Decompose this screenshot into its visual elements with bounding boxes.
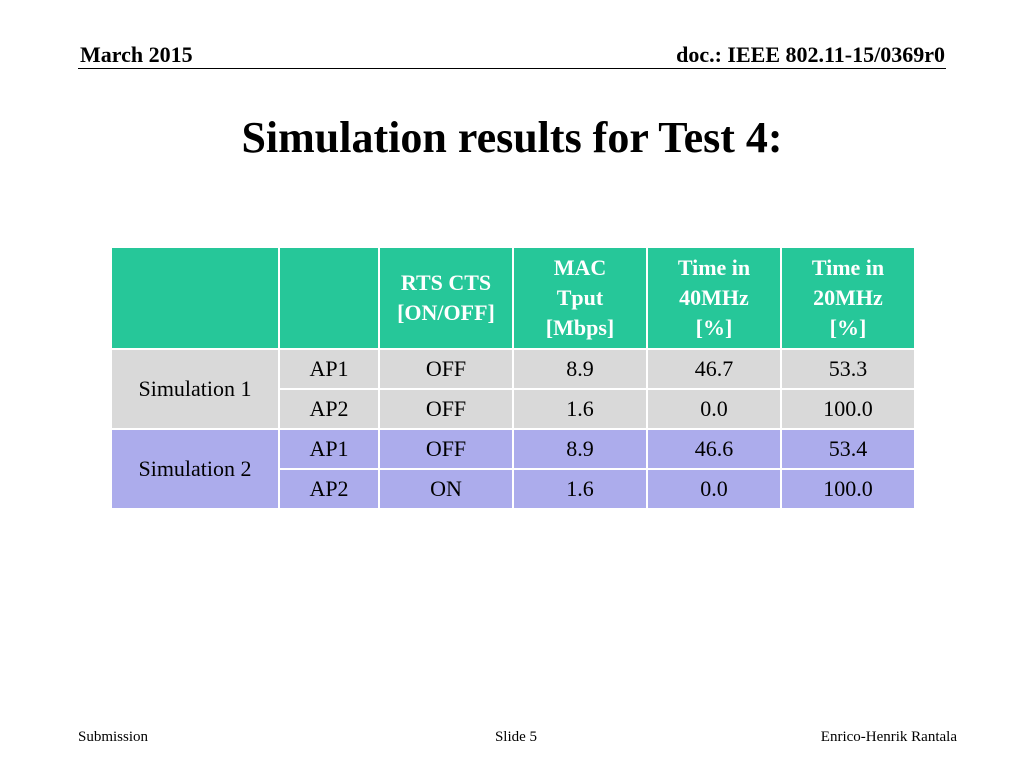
header-divider — [78, 68, 946, 69]
header-cell-time-20mhz: Time in 20MHz [%] — [780, 246, 916, 350]
time-20mhz-cell: 53.4 — [780, 428, 916, 470]
time-40mhz-cell: 46.6 — [646, 428, 782, 470]
rts-cts-cell: OFF — [378, 348, 514, 390]
results-table: RTS CTS [ON/OFF] MAC Tput [Mbps] Time in 40M… — [110, 246, 916, 510]
mac-tput-cell: 1.6 — [512, 468, 648, 510]
time-20mhz-cell: 53.3 — [780, 348, 916, 390]
ap-cell: AP1 — [278, 348, 380, 390]
header-cell-time-40mhz: Time in 40MHz [%] — [646, 246, 782, 350]
mac-tput-cell: 8.9 — [512, 348, 648, 390]
header-date: March 2015 — [80, 42, 193, 67]
header-cell-ap — [278, 246, 380, 350]
header-cell-simulation — [110, 246, 280, 350]
rts-cts-cell: OFF — [378, 388, 514, 430]
time-40mhz-cell: 0.0 — [646, 468, 782, 510]
footer-author: Enrico-Henrik Rantala — [820, 729, 957, 745]
time-20mhz-cell: 100.0 — [780, 468, 916, 510]
table-row: AP2 ON 1.6 0.0 100.0 — [111, 468, 916, 510]
time-40mhz-cell: 46.7 — [646, 348, 782, 390]
rts-cts-cell: ON — [378, 468, 514, 510]
time-20mhz-cell: 100.0 — [780, 388, 916, 430]
header-doc-id: doc.: IEEE 802.11-15/0369r0 — [676, 42, 945, 67]
footer-submission: Submission — [78, 729, 149, 745]
simulation-label: Simulation 1 — [110, 348, 280, 430]
time-40mhz-cell: 0.0 — [646, 388, 782, 430]
ap-cell: AP2 — [278, 468, 380, 510]
simulation-label: Simulation 2 — [110, 428, 280, 510]
table-row: Simulation 2 AP1 OFF 8.9 46.6 53.4 — [110, 428, 916, 510]
slide-title: Simulation results for Test 4: — [241, 113, 783, 162]
table-row: Simulation 1 AP1 OFF 8.9 46.7 53.3 — [110, 348, 916, 430]
header-cell-rts-cts: RTS CTS [ON/OFF] — [378, 246, 514, 350]
ap-cell: AP2 — [278, 388, 380, 430]
ap-cell: AP1 — [278, 428, 380, 470]
table-header-row: RTS CTS [ON/OFF] MAC Tput [Mbps] Time in 40M… — [110, 246, 916, 350]
footer-slide-number: Slide 5 — [494, 729, 538, 745]
mac-tput-cell: 1.6 — [512, 388, 648, 430]
table-row: AP2 OFF 1.6 0.0 100.0 — [111, 388, 916, 430]
header-cell-mac-tput: MAC Tput [Mbps] — [512, 246, 648, 350]
rts-cts-cell: OFF — [378, 428, 514, 470]
mac-tput-cell: 8.9 — [512, 428, 648, 470]
